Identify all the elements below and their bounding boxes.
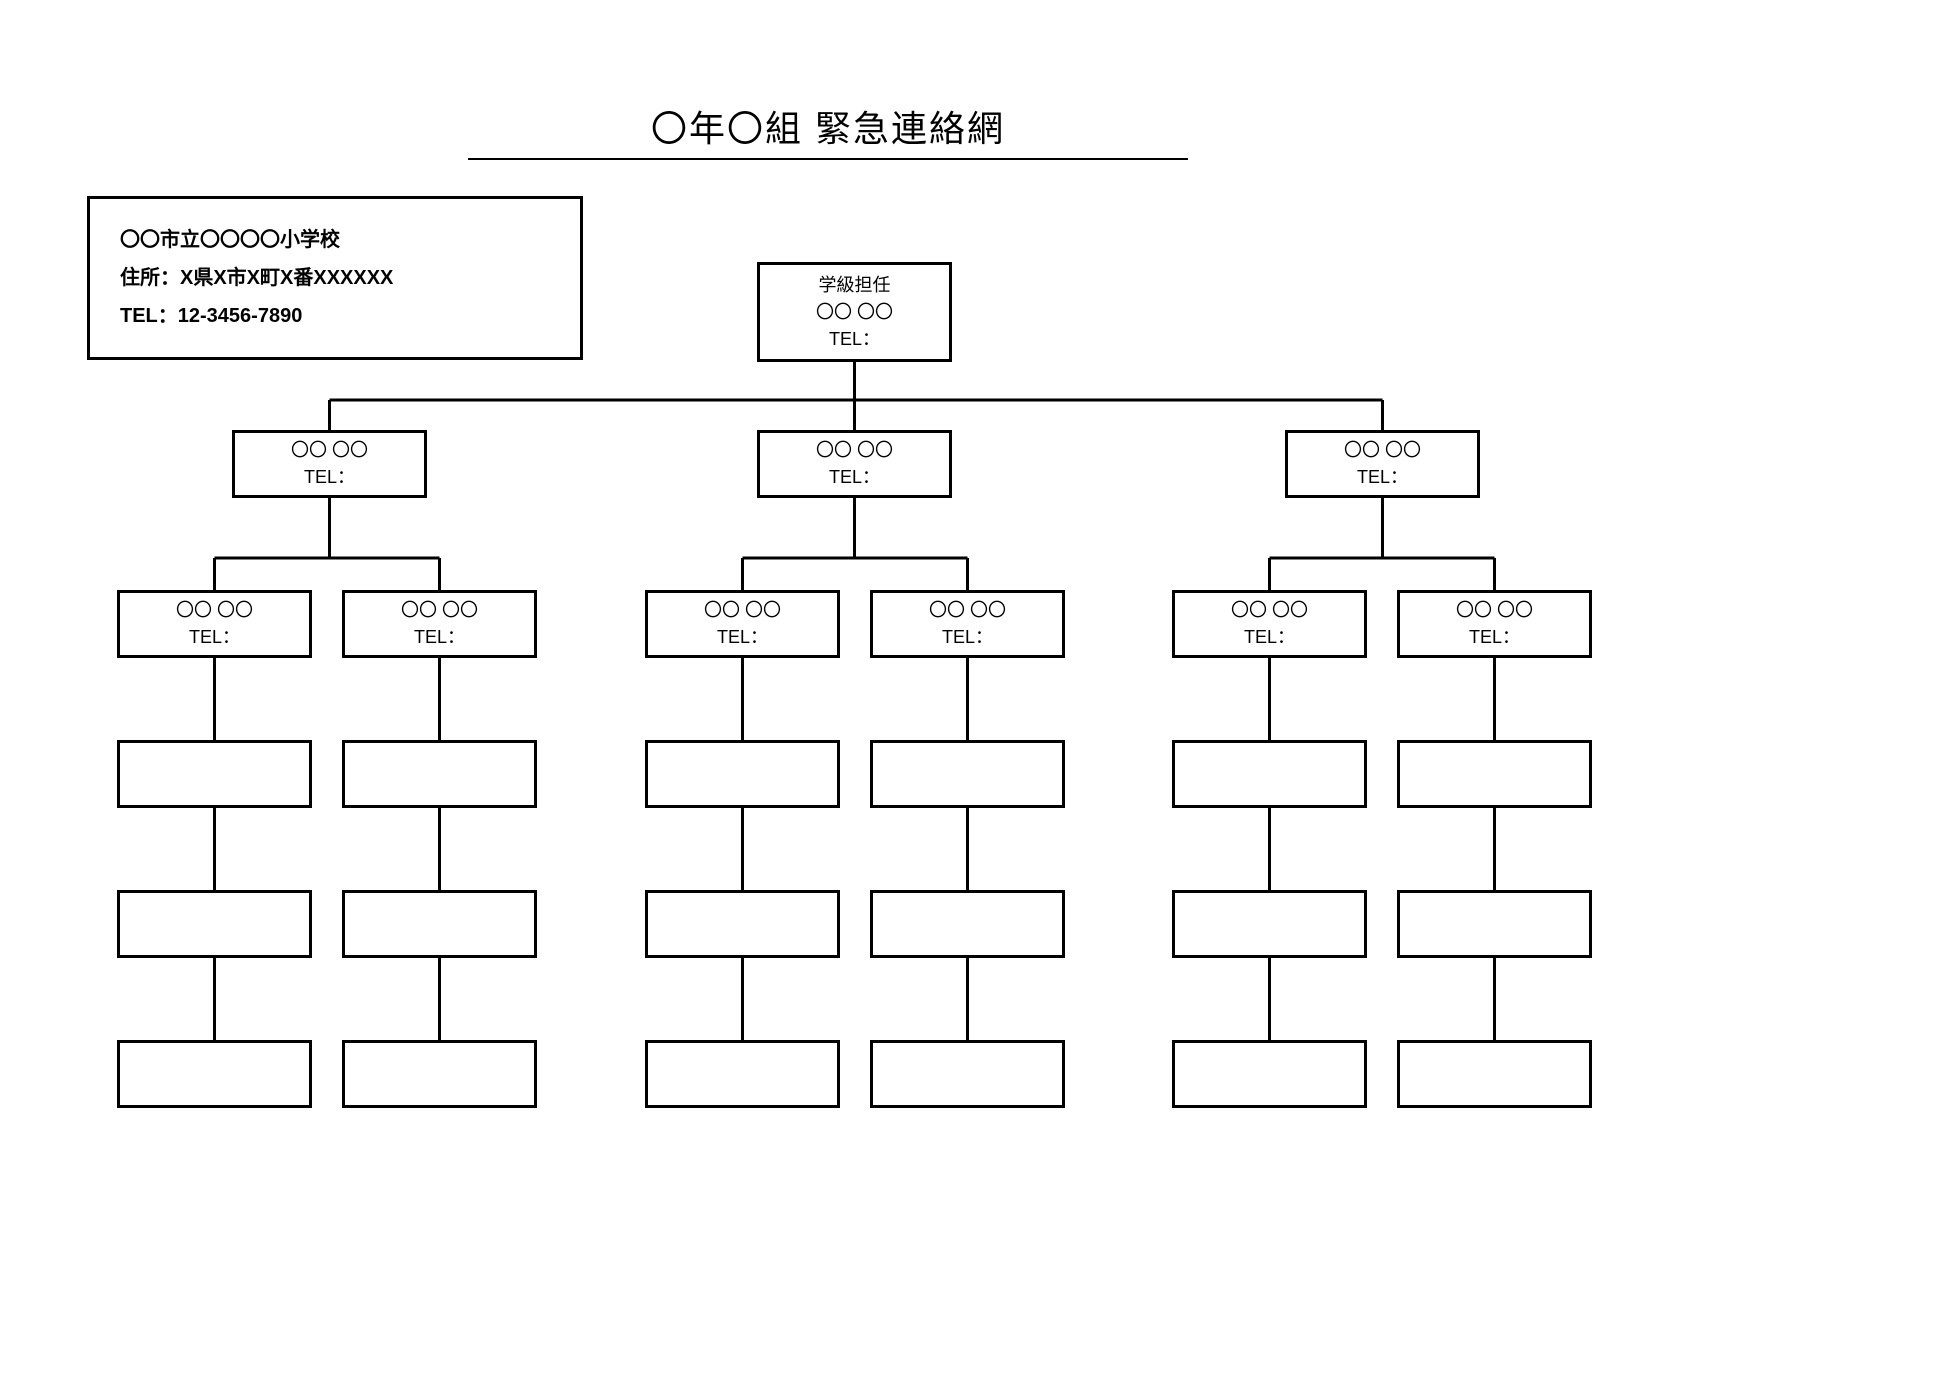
node-text: 〇〇 〇〇 [1344, 437, 1421, 464]
node-text: 〇〇 〇〇 [176, 597, 253, 624]
node-text: TEL： [414, 624, 465, 651]
member-node-c2-r0: 〇〇 〇〇TEL： [645, 590, 840, 658]
node-text: TEL： [1244, 624, 1295, 651]
page: 〇年〇組 緊急連絡網 〇〇市立〇〇〇〇小学校 住所：X県X市X町X番XXXXXX… [0, 0, 1950, 1378]
node-text: TEL： [304, 464, 355, 491]
member-node-c1-r1 [342, 740, 537, 808]
node-text: 学級担任 [819, 272, 891, 299]
node-text: TEL： [942, 624, 993, 651]
subleader-node-2: 〇〇 〇〇TEL： [1285, 430, 1480, 498]
school-address: 住所：X県X市X町X番XXXXXX [120, 259, 550, 297]
node-text: TEL： [717, 624, 768, 651]
member-node-c5-r1 [1397, 740, 1592, 808]
member-node-c3-r2 [870, 890, 1065, 958]
member-node-c5-r0: 〇〇 〇〇TEL： [1397, 590, 1592, 658]
member-node-c3-r3 [870, 1040, 1065, 1108]
member-node-c5-r2 [1397, 890, 1592, 958]
node-text: 〇〇 〇〇 [1231, 597, 1308, 624]
member-node-c1-r3 [342, 1040, 537, 1108]
member-node-c0-r3 [117, 1040, 312, 1108]
member-node-c1-r2 [342, 890, 537, 958]
node-text: TEL： [829, 326, 880, 353]
member-node-c2-r1 [645, 740, 840, 808]
node-text: 〇〇 〇〇 [704, 597, 781, 624]
member-node-c4-r2 [1172, 890, 1367, 958]
member-node-c0-r1 [117, 740, 312, 808]
school-name: 〇〇市立〇〇〇〇小学校 [120, 221, 550, 259]
head-teacher-node: 学級担任〇〇 〇〇TEL： [757, 262, 952, 362]
node-text: 〇〇 〇〇 [929, 597, 1006, 624]
member-node-c3-r1 [870, 740, 1065, 808]
node-text: 〇〇 〇〇 [816, 299, 893, 326]
member-node-c5-r3 [1397, 1040, 1592, 1108]
member-node-c0-r2 [117, 890, 312, 958]
node-text: TEL： [829, 464, 880, 491]
member-node-c3-r0: 〇〇 〇〇TEL： [870, 590, 1065, 658]
node-text: TEL： [1357, 464, 1408, 491]
node-text: TEL： [1469, 624, 1520, 651]
school-info-box: 〇〇市立〇〇〇〇小学校 住所：X県X市X町X番XXXXXX TEL：12-345… [87, 196, 583, 360]
subleader-node-0: 〇〇 〇〇TEL： [232, 430, 427, 498]
subleader-node-1: 〇〇 〇〇TEL： [757, 430, 952, 498]
member-node-c2-r3 [645, 1040, 840, 1108]
node-text: 〇〇 〇〇 [1456, 597, 1533, 624]
member-node-c4-r3 [1172, 1040, 1367, 1108]
member-node-c0-r0: 〇〇 〇〇TEL： [117, 590, 312, 658]
node-text: 〇〇 〇〇 [291, 437, 368, 464]
member-node-c1-r0: 〇〇 〇〇TEL： [342, 590, 537, 658]
member-node-c4-r0: 〇〇 〇〇TEL： [1172, 590, 1367, 658]
member-node-c4-r1 [1172, 740, 1367, 808]
node-text: 〇〇 〇〇 [401, 597, 478, 624]
node-text: 〇〇 〇〇 [816, 437, 893, 464]
node-text: TEL： [189, 624, 240, 651]
school-tel: TEL：12-3456-7890 [120, 297, 550, 335]
page-title: 〇年〇組 緊急連絡網 [468, 100, 1188, 160]
member-node-c2-r2 [645, 890, 840, 958]
